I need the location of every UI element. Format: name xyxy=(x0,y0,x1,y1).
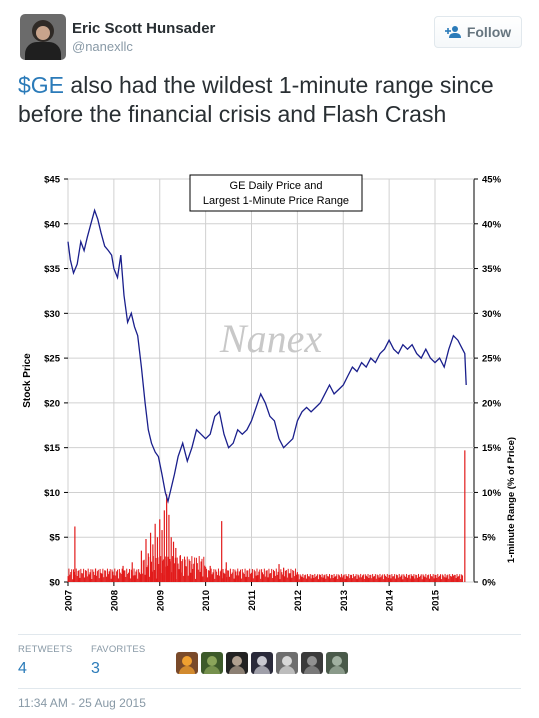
tweet-text: $GE also had the wildest 1-minute range … xyxy=(18,71,518,129)
y-tick-label: $5 xyxy=(49,533,60,544)
y2-tick-label: 15% xyxy=(482,443,502,454)
retweets-stat[interactable]: RETWEETS 4 xyxy=(18,644,72,678)
x-tick-label: 2011 xyxy=(247,589,258,610)
favoriter-avatar[interactable] xyxy=(301,652,323,674)
favorites-stat[interactable]: FAVORITES 3 xyxy=(91,644,145,678)
follow-button[interactable]: Follow xyxy=(434,16,522,48)
chart-title: GE Daily Price and xyxy=(230,180,323,192)
y2-tick-label: 0% xyxy=(482,578,496,589)
y-tick-label: $0 xyxy=(49,578,60,589)
plot-area xyxy=(67,178,475,583)
chart-title-box: GE Daily Price and Largest 1-Minute Price… xyxy=(189,174,363,212)
y2-tick-label: 40% xyxy=(482,219,502,230)
author-avatar[interactable] xyxy=(20,14,66,60)
y-tick-label: $35 xyxy=(44,264,61,275)
tweet-header: Eric Scott Hunsader @nanexllc Follow xyxy=(14,12,525,62)
favoriter-avatar[interactable] xyxy=(276,652,298,674)
y2-tick-label: 20% xyxy=(482,398,502,409)
price-range-chart: $0 $5 $10 $15 $20 $25 $30 $35 $40 $45 0% 5% 10% 15% 20… xyxy=(22,174,517,611)
chart-title-line2: Largest 1-Minute Price Range xyxy=(203,195,349,207)
y-axis-label: Stock Price xyxy=(22,353,33,408)
y-tick-label: $45 xyxy=(44,175,61,186)
y2-tick-label: 45% xyxy=(482,175,502,186)
retweets-count[interactable]: 4 xyxy=(18,660,27,677)
y-tick-label: $20 xyxy=(44,398,60,409)
favorites-count[interactable]: 3 xyxy=(91,660,100,677)
y-tick-label: $15 xyxy=(44,443,61,454)
favoriter-avatar[interactable] xyxy=(251,652,273,674)
author-name[interactable]: Eric Scott Hunsader xyxy=(72,20,216,37)
y2-tick-label: 30% xyxy=(482,309,502,320)
x-tick-label: 2015 xyxy=(431,589,442,611)
y2-axis-label: 1-minute Range (% of Price) xyxy=(506,437,517,563)
tweet-stats: RETWEETS 4 FAVORITES 3 xyxy=(18,644,521,684)
add-user-icon xyxy=(444,26,461,38)
favoriter-avatar[interactable] xyxy=(201,652,223,674)
y-tick-label: $30 xyxy=(44,309,60,320)
range-bars xyxy=(67,450,466,582)
cashtag-link[interactable]: $GE xyxy=(18,72,65,98)
y-tick-label: $25 xyxy=(44,354,61,365)
chart-image[interactable]: $0 $5 $10 $15 $20 $25 $30 $35 $40 $45 0% 5% 10% 15% 20… xyxy=(18,170,521,622)
watermark-text: Nanex xyxy=(219,316,322,361)
x-tick-label: 2009 xyxy=(155,590,166,611)
x-tick-label: 2012 xyxy=(293,590,304,611)
y2-tick-label: 25% xyxy=(482,354,502,365)
x-tick-label: 2008 xyxy=(109,590,120,611)
tweet-body: also had the wildest 1-minute range sinc… xyxy=(18,72,494,127)
x-tick-label: 2007 xyxy=(64,590,75,611)
y2-tick-label: 35% xyxy=(482,264,502,275)
x-tick-label: 2013 xyxy=(339,590,350,611)
tweet-timestamp[interactable]: 11:34 AM - 25 Aug 2015 xyxy=(18,696,146,710)
follow-label: Follow xyxy=(466,24,512,40)
favoriters-list xyxy=(176,652,348,674)
y-tick-label: $40 xyxy=(44,219,60,230)
divider-top xyxy=(18,634,521,635)
favoriter-avatar[interactable] xyxy=(226,652,248,674)
divider-bottom xyxy=(18,688,521,689)
y2-tick-label: 10% xyxy=(482,488,502,499)
y-tick-label: $10 xyxy=(44,488,60,499)
x-tick-label: 2014 xyxy=(385,589,396,611)
x-tick-label: 2010 xyxy=(201,590,212,611)
favoriter-avatar[interactable] xyxy=(176,652,198,674)
retweets-label: RETWEETS xyxy=(18,644,73,655)
favorites-label: FAVORITES xyxy=(91,644,146,655)
author-handle[interactable]: @nanexllc xyxy=(72,39,133,54)
price-line xyxy=(67,208,467,504)
favoriter-avatar[interactable] xyxy=(326,652,348,674)
y2-tick-label: 5% xyxy=(482,533,496,544)
chart-title-frame xyxy=(189,174,363,212)
